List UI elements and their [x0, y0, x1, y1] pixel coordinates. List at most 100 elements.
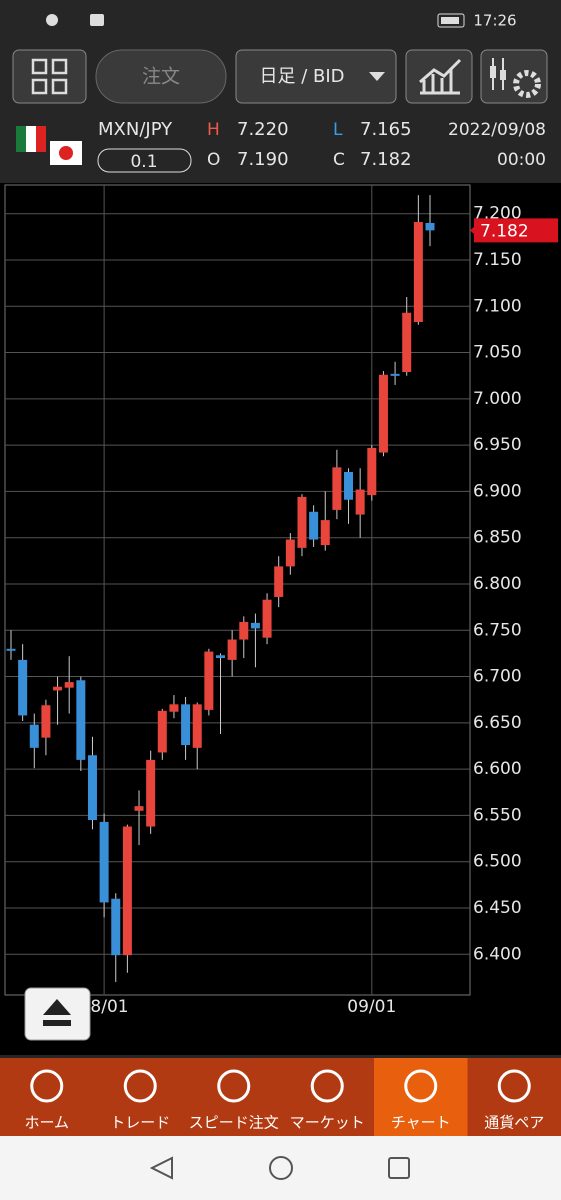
close-label: C	[333, 150, 345, 170]
battery-icon	[437, 13, 465, 28]
symbol-pair: MXN/JPY	[98, 119, 173, 140]
candle-body	[262, 599, 272, 638]
candle-body	[425, 222, 435, 231]
timeframe-label: 日足 / BID	[259, 66, 344, 87]
price-tag	[474, 218, 558, 243]
status-icon	[46, 14, 58, 26]
y-tick-label: 6.400	[473, 944, 522, 964]
candle-body	[122, 826, 132, 956]
lot-size: 0.1	[130, 152, 157, 172]
candle-body	[169, 704, 179, 712]
candle-body	[134, 806, 144, 811]
candle-body	[227, 639, 237, 660]
flag-japan	[50, 141, 82, 165]
candle-body	[146, 759, 156, 827]
close-value: 7.182	[360, 149, 412, 170]
y-tick-label: 6.800	[473, 574, 522, 594]
nav-icon	[310, 1069, 344, 1103]
candle-body	[320, 520, 330, 546]
nav-icon	[30, 1069, 64, 1103]
menu-button[interactable]	[12, 49, 87, 104]
flag-mexico	[16, 126, 46, 152]
x-tick-label: 09/01	[347, 997, 396, 1017]
gear-icon	[513, 70, 541, 98]
y-tick-label: 6.600	[473, 759, 522, 779]
candle-body	[99, 821, 109, 903]
candle-body	[309, 511, 319, 540]
nav-icon	[217, 1069, 251, 1103]
nav-label: トレード	[110, 1114, 170, 1132]
plot-area	[4, 184, 471, 996]
nav-label: 通貨ペア	[484, 1114, 544, 1132]
candle-icon	[500, 70, 506, 80]
y-tick-label: 7.100	[473, 296, 522, 316]
candle-body	[378, 374, 388, 453]
low-value: 7.165	[360, 119, 412, 140]
nav-label: スピード注文	[189, 1114, 279, 1132]
y-tick-label: 6.500	[473, 852, 522, 872]
candle-body	[413, 222, 423, 323]
candle-body	[157, 710, 167, 753]
candle-body	[274, 566, 284, 597]
low-label: L	[333, 120, 343, 140]
order-button[interactable]	[95, 49, 227, 104]
candle-body	[64, 682, 74, 688]
candle-body	[390, 373, 400, 376]
candle-body	[76, 680, 86, 760]
candle-body	[355, 489, 365, 515]
order-label: 注文	[142, 66, 180, 88]
indicator-icon	[419, 58, 462, 95]
y-tick-label: 6.950	[473, 435, 522, 455]
candle-body	[332, 467, 342, 510]
candle-body	[402, 312, 412, 372]
y-tick-label: 6.900	[473, 481, 522, 501]
bar-date: 2022/09/08	[448, 120, 546, 140]
candle-icon	[490, 66, 496, 78]
x-tick-label: 08/01	[80, 997, 129, 1017]
system-nav	[0, 1136, 561, 1200]
candle-body	[111, 898, 121, 956]
settings-button[interactable]	[480, 49, 548, 104]
candle-body	[192, 704, 202, 748]
candle-body	[344, 471, 354, 500]
nav-label: マーケット	[290, 1114, 365, 1132]
y-tick-label: 7.000	[473, 389, 522, 409]
lot-box[interactable]	[97, 148, 192, 173]
recents-button[interactable]	[388, 1157, 410, 1179]
status-icon	[90, 14, 104, 26]
y-tick-label: 7.150	[473, 250, 522, 270]
home-button[interactable]	[269, 1156, 293, 1180]
bar-time: 00:00	[497, 150, 546, 170]
nav-icon	[123, 1069, 157, 1103]
y-tick-label: 6.850	[473, 528, 522, 548]
y-tick-label: 6.750	[473, 620, 522, 640]
candle-body	[6, 648, 16, 651]
candle-body	[250, 622, 260, 629]
indicator-button[interactable]	[405, 49, 473, 104]
nav-icon	[404, 1069, 438, 1103]
open-value: 7.190	[237, 149, 289, 170]
nav-label: ホーム	[24, 1114, 69, 1132]
candle-body	[367, 447, 377, 496]
candle-body	[204, 651, 214, 710]
y-tick-label: 6.650	[473, 713, 522, 733]
candle-body	[87, 755, 97, 821]
y-tick-label: 6.550	[473, 805, 522, 825]
dropdown-arrow	[369, 72, 385, 81]
back-button[interactable]	[149, 1156, 173, 1180]
nav-items: ホーム トレード スピード注文 マーケット チャート 通貨ペア	[24, 1058, 544, 1136]
candle-body	[53, 686, 63, 691]
candle-body	[181, 704, 191, 746]
candle-body	[297, 496, 307, 548]
grid-icon	[31, 58, 68, 95]
high-label: H	[207, 120, 220, 140]
timeframe-select[interactable]	[235, 49, 397, 104]
candle-body	[285, 539, 295, 567]
y-tick-label: 6.700	[473, 667, 522, 687]
chart: 6.400 6.450 6.500 6.550 6.600 6.650 6.700 6.750…	[5, 185, 558, 1017]
eject-icon	[43, 999, 71, 1026]
candle-body	[239, 621, 249, 640]
y-tick-label: 6.450	[473, 898, 522, 918]
status-time: 17:26	[473, 12, 516, 30]
